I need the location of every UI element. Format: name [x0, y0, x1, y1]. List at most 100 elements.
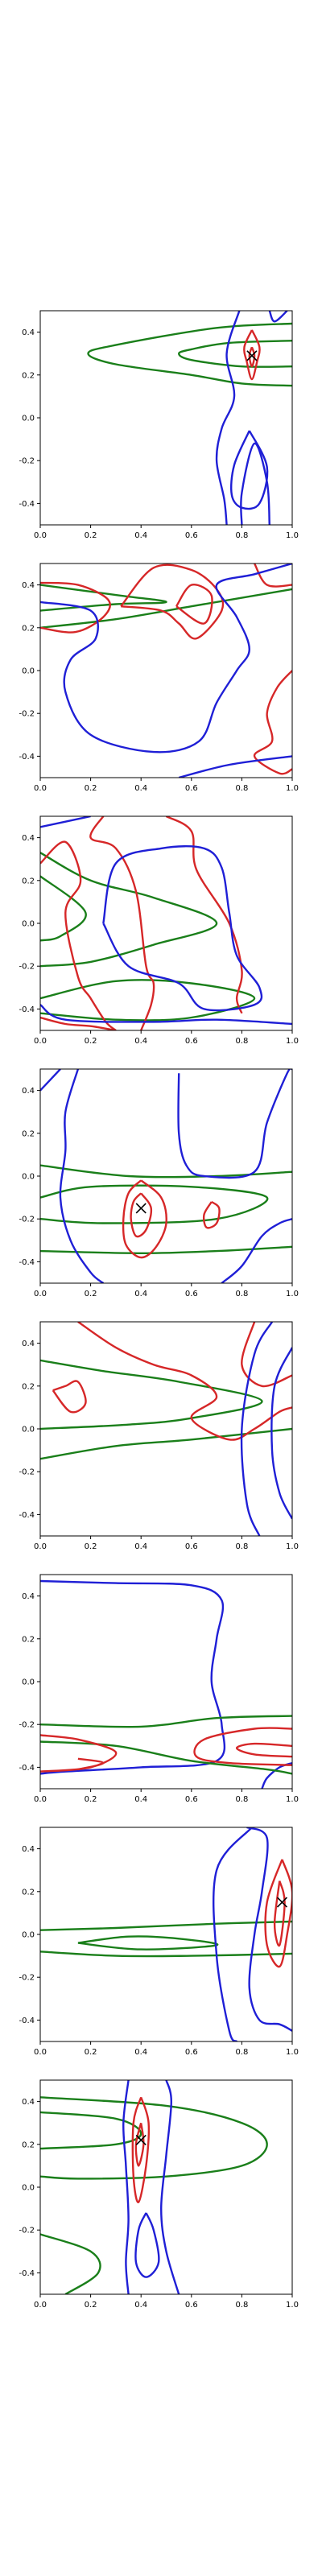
axes-frame: [39, 310, 293, 526]
green-contour-line: [40, 1245, 292, 1254]
x-tick-label: 0.0: [34, 784, 47, 793]
y-tick-label: -0.4: [19, 2017, 35, 2025]
x-tick-label: 0.4: [134, 1290, 147, 1298]
y-tick-label: 0.4: [22, 834, 35, 843]
green-contour-line: [40, 2096, 268, 2180]
panel-4: 0.0 0.2 0.4 0.6 0.8 1.0 0.4 0.2 0.0 -0.2 -0.4: [19, 1068, 299, 1298]
x-tick-label: 1.0: [286, 1542, 299, 1551]
green-contour-line: [40, 1427, 292, 1460]
x-tick-label: 0.6: [185, 531, 198, 540]
y-tick-label: 0.2: [22, 371, 35, 380]
plot-area: [40, 1579, 292, 1789]
y-tick-label: -0.2: [19, 1721, 35, 1730]
panel-2: 0.0 0.2 0.4 0.6 0.8 1.0 0.4 0.2 0.0 -0.2 -0.4: [19, 563, 299, 793]
red-contour-line: [243, 329, 261, 381]
y-tick-label: -0.2: [19, 1974, 35, 1983]
blue-contour-line: [261, 1761, 292, 1789]
panel-5: 0.0 0.2 0.4 0.6 0.8 1.0 0.4 0.2 0.0 -0.2 -0.4: [19, 1321, 299, 1551]
blue-contour-line: [270, 1347, 292, 1520]
x-tick-label: 0.8: [235, 1542, 248, 1551]
blue-contour-line: [40, 564, 292, 753]
plot-area: [87, 311, 292, 525]
x-marker-stroke: [135, 2134, 147, 2146]
plot-area: [40, 2080, 268, 2294]
blue-contour-line: [160, 2080, 180, 2294]
x-tick-label: 0.2: [85, 784, 97, 793]
y-tick-label: 0.4: [22, 1340, 35, 1348]
red-contour-line: [175, 584, 213, 625]
y-tick-label: 0.0: [22, 1426, 35, 1435]
x-tick-label: 0.0: [34, 1542, 47, 1551]
x-tick-label: 0.6: [185, 1542, 198, 1551]
y-tick-label: 0.4: [22, 1087, 35, 1096]
red-contour-line: [131, 2096, 151, 2203]
green-contour-line: [40, 2233, 101, 2294]
x-tick-label: 0.8: [235, 2301, 248, 2310]
x-tick-label: 0.8: [235, 1795, 248, 1804]
red-contour-line: [235, 1742, 292, 1758]
green-contour-line: [40, 1715, 292, 1728]
blue-contour-line: [40, 816, 91, 828]
red-contour-line: [165, 816, 243, 1014]
green-contour-line: [40, 2111, 142, 2150]
plot-area: [40, 1322, 292, 1536]
blue-contour-line: [178, 755, 292, 778]
x-tick-label: 0.4: [134, 1542, 147, 1551]
x-tick-label: 1.0: [286, 1290, 299, 1298]
red-contour-line: [77, 1757, 105, 1771]
y-tick-label: -0.2: [19, 710, 35, 719]
y-tick-label: 0.4: [22, 1845, 35, 1854]
x-tick-label: 0.6: [185, 1037, 198, 1046]
y-tick-label: 0.0: [22, 667, 35, 676]
blue-contour-line: [40, 1069, 61, 1092]
red-contour-line: [273, 1880, 286, 1947]
panel-8: 0.0 0.2 0.4 0.6 0.8 1.0 0.4 0.2 0.0 -0.2 -0.4: [19, 2079, 299, 2310]
blue-contour-line: [40, 1579, 226, 1775]
y-tick-label: 0.2: [22, 1129, 35, 1138]
red-contour-line: [40, 840, 117, 1030]
blue-contour-line: [215, 311, 241, 525]
plot-area: [40, 564, 292, 778]
x-tick-label: 0.6: [185, 1290, 198, 1298]
y-tick-label: -0.2: [19, 963, 35, 972]
red-contour-line: [40, 1734, 118, 1773]
x-tick-label: 0.8: [235, 1037, 248, 1046]
x-marker: [135, 2134, 147, 2146]
blue-contour-line: [213, 1827, 253, 2041]
green-contour-line: [40, 584, 167, 612]
x-tick-label: 0.0: [34, 1795, 47, 1804]
axes-frame: [39, 2079, 293, 2295]
y-tick-label: 0.2: [22, 1888, 35, 1897]
x-marker-stroke: [135, 1203, 147, 1214]
y-tick-label: -0.4: [19, 500, 35, 509]
blue-contour-line: [134, 2212, 160, 2278]
x-tick-label: 0.4: [134, 2048, 147, 2057]
x-marker: [276, 1897, 288, 1908]
x-tick-label: 0.2: [85, 2048, 97, 2057]
green-contour-line: [40, 852, 218, 968]
blue-contour-line: [102, 845, 263, 1012]
red-contour-line: [52, 1380, 87, 1414]
x-tick-label: 0.4: [134, 1795, 147, 1804]
x-tick-label: 0.2: [85, 531, 97, 540]
y-tick-label: 0.2: [22, 877, 35, 886]
green-contour-line: [40, 1164, 292, 1179]
y-tick-label: -0.4: [19, 2269, 35, 2278]
red-contour-line: [193, 1727, 292, 1766]
green-contour-line: [40, 588, 292, 629]
plot-area: [40, 816, 292, 1030]
x-tick-label: 0.0: [34, 2048, 47, 2057]
x-tick-label: 0.8: [235, 784, 248, 793]
y-tick-label: 0.2: [22, 1635, 35, 1644]
panel-3: 0.0 0.2 0.4 0.6 0.8 1.0 0.4 0.2 0.0 -0.2 -0.4: [19, 815, 299, 1046]
y-tick-label: 0.0: [22, 415, 35, 423]
y-tick-label: -0.4: [19, 1764, 35, 1773]
x-tick-label: 0.0: [34, 1290, 47, 1298]
x-tick-label: 0.2: [85, 1037, 97, 1046]
green-contour-line: [40, 1184, 269, 1224]
x-tick-label: 0.8: [235, 531, 248, 540]
x-tick-label: 1.0: [286, 2301, 299, 2310]
x-tick-label: 0.2: [85, 1542, 97, 1551]
x-tick-label: 0.6: [185, 2301, 198, 2310]
